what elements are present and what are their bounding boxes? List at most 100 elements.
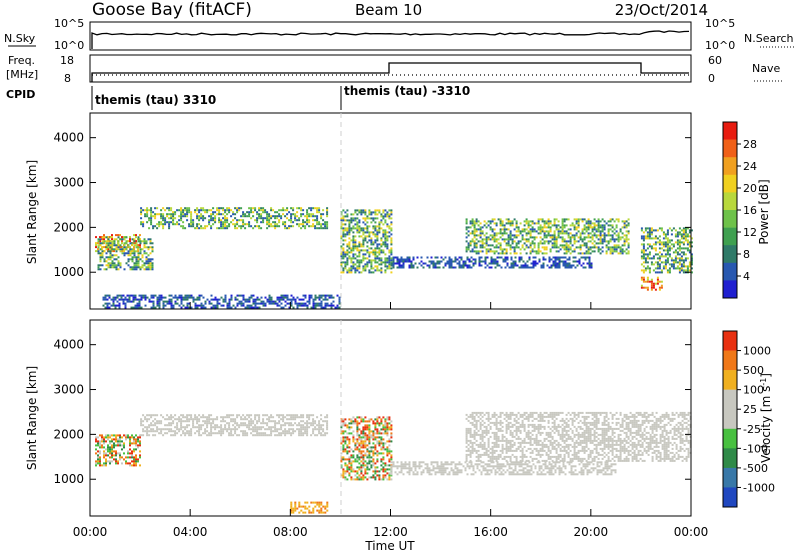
velocity-cell-429	[280, 424, 283, 427]
velocity-cell-1290	[406, 467, 409, 470]
velocity-cell-745	[131, 452, 133, 455]
velocity-cell-1110	[374, 462, 377, 465]
power-cell-980	[350, 217, 353, 220]
velocity-cell-541	[314, 422, 317, 425]
velocity-cell-290	[236, 422, 239, 425]
power-cell-638	[99, 252, 102, 255]
power-cell-794	[133, 268, 136, 271]
velocity-cell-1113	[374, 470, 377, 473]
velocity-cell-1409	[464, 461, 467, 464]
velocity-cell-107	[178, 418, 181, 421]
power-cell-1360	[390, 262, 393, 265]
power-cell-940	[344, 267, 347, 270]
velocity-cell-1332	[426, 471, 429, 474]
power-cell-2392	[609, 240, 612, 243]
power-cell-229	[188, 209, 191, 212]
power-cell-1549	[506, 264, 509, 267]
power-cell-3077	[246, 304, 249, 307]
velocity-cell-194	[206, 416, 209, 419]
velocity-cell-1325	[422, 471, 425, 474]
velocity-cell-213	[210, 426, 213, 429]
power-cell-341	[224, 225, 227, 228]
power-cell-1961	[523, 238, 526, 241]
power-cell-1194	[374, 217, 377, 220]
velocity-cell-1226	[388, 438, 391, 441]
power-cell-1465	[454, 260, 457, 263]
velocity-cell-629	[105, 434, 107, 437]
power-cell-2994	[196, 304, 199, 307]
station-title: Goose Bay (fitACF)	[92, 0, 252, 20]
velocity-cell-1062	[368, 458, 371, 461]
power-cell-2046	[541, 230, 544, 233]
velocity-cell-44	[154, 424, 157, 427]
power-cell-792	[133, 264, 136, 267]
velocity-cell-1511	[516, 463, 519, 466]
power-cell-2183	[567, 246, 570, 249]
power-cell-2276	[587, 228, 590, 231]
velocity-cell-96	[174, 426, 177, 429]
power-cell-1771	[481, 238, 484, 241]
power-cell-254	[196, 225, 199, 228]
velocity-cell-1078	[370, 476, 373, 479]
power-cell-1976	[527, 222, 530, 225]
power-cell-333	[222, 227, 225, 230]
velocity-cell-568	[324, 416, 327, 419]
power-cell-1917	[513, 218, 516, 221]
power-cell-2876	[136, 298, 139, 301]
velocity-cell-1421	[470, 473, 473, 476]
power-cell-3136	[278, 304, 281, 307]
velocity-cell-677	[113, 458, 115, 461]
power-cell-14	[101, 246, 103, 249]
power-cell-1656	[570, 264, 573, 267]
power-cell-613	[324, 223, 327, 226]
power-cell-2379	[607, 230, 610, 233]
velocity-cell-909	[354, 442, 357, 445]
power-cell-1787	[485, 238, 488, 241]
power-cell-3228	[324, 302, 327, 305]
power-cell-373	[236, 221, 239, 224]
velocity-cell-842	[346, 426, 349, 429]
velocity-cell-19	[146, 428, 149, 431]
velocity-cell-1570	[544, 467, 547, 470]
power-cell-1103	[362, 257, 365, 260]
velocity-cell-1133	[376, 470, 379, 473]
velocity-cell-1298	[408, 473, 411, 476]
velocity-cell-8	[142, 428, 145, 431]
power-cell-3078	[246, 306, 249, 309]
velocity-cell-376	[262, 426, 265, 429]
power-cell-1860	[501, 224, 504, 227]
power-cell-2977	[186, 306, 189, 309]
velocity-cell-946	[358, 438, 361, 441]
power-cell-1001	[352, 231, 355, 234]
velocity-cell-602	[99, 444, 101, 447]
velocity-cell-767	[135, 454, 137, 457]
power-cell-1947	[519, 240, 522, 243]
power-cell-1874	[503, 240, 506, 243]
velocity-cell-342	[252, 434, 255, 437]
velocity-cell-1593	[554, 465, 557, 468]
power-cell-1517	[486, 264, 489, 267]
velocity-cell-496	[300, 428, 303, 431]
power-cell-146	[158, 225, 161, 228]
power-cell-466	[270, 217, 273, 220]
velocity-cell-510	[304, 428, 307, 431]
velocity-cell-313	[244, 424, 247, 427]
velocity-cell-246	[222, 420, 225, 423]
velocity-cell-1170	[382, 432, 385, 435]
velocity-cell-400	[270, 428, 273, 431]
power-cell-2757	[684, 229, 687, 232]
power-cell-3114	[266, 298, 269, 301]
power-cell-2435	[617, 246, 620, 249]
power-cell-2139	[559, 248, 562, 251]
power-cell-1793	[485, 252, 488, 255]
power-cell-2388	[609, 224, 612, 227]
power-cell-2779	[686, 265, 689, 268]
power-cell-3021	[214, 298, 217, 301]
power-cell-2471	[625, 248, 628, 251]
velocity-cell-1043	[366, 472, 369, 475]
power-cell-2846	[120, 298, 123, 301]
velocity-cell-40	[152, 434, 155, 437]
power-cell-2904	[152, 296, 155, 299]
power-cell-660	[105, 240, 108, 243]
velocity-cell-854	[346, 470, 349, 473]
